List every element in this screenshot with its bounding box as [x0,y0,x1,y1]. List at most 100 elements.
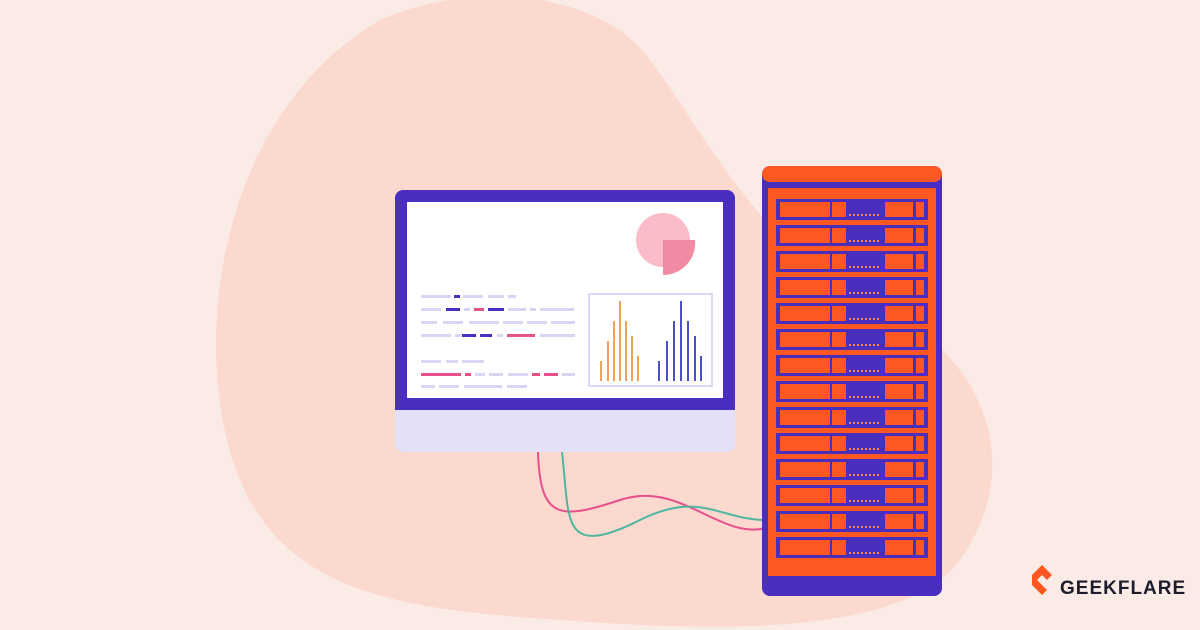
drive [780,436,830,451]
drive [916,358,924,373]
server-top [762,166,942,182]
text-line [551,321,575,324]
drive [832,540,846,555]
text-line [508,308,526,311]
drive [780,514,830,529]
drive [780,306,830,321]
drive [780,410,830,425]
drive [916,540,924,555]
drive [885,540,913,555]
drive [885,306,913,321]
text-line [480,334,492,337]
text-line [507,334,535,337]
drive [832,488,846,503]
deco-bar [658,361,660,381]
drive [780,384,830,399]
drive [916,462,924,477]
text-line [540,334,575,337]
deco-bar [694,336,696,381]
drive [885,436,913,451]
text-line [503,321,523,324]
deco-bar [687,321,689,381]
drive [916,306,924,321]
drive [832,436,846,451]
text-line [497,334,503,337]
pie-slice [663,240,696,276]
text-line [469,321,499,324]
text-line [507,385,527,388]
text-line [439,385,459,388]
cable [561,451,767,537]
text-line [475,373,485,376]
text-line [488,295,504,298]
text-line [446,308,460,311]
text-line [462,360,484,363]
cable [537,451,767,531]
text-line [474,308,484,311]
drive [832,358,846,373]
drive [885,384,913,399]
drive [916,436,924,451]
deco-bar [619,301,621,381]
text-line [508,373,528,376]
text-line [463,295,483,298]
drive [885,462,913,477]
drive [780,462,830,477]
text-line [465,373,471,376]
text-line [544,373,558,376]
drive [780,254,830,269]
text-line [464,385,502,388]
drive [916,488,924,503]
deco-bar [607,341,609,381]
text-line [443,321,463,324]
text-line [508,295,516,298]
drive [916,202,924,217]
drive [832,306,846,321]
deco-bar [600,361,602,381]
drive [780,228,830,243]
drive [832,514,846,529]
text-line [421,334,451,337]
text-line [421,385,435,388]
text-line [455,334,461,337]
drive [885,280,913,295]
text-line [454,295,460,298]
text-line [421,373,461,376]
drive [916,410,924,425]
text-line [421,308,441,311]
text-line [527,321,547,324]
drive [885,514,913,529]
logo-mark [1032,565,1052,595]
drive [885,228,913,243]
drive [885,358,913,373]
drive [832,228,846,243]
drive [780,202,830,217]
deco-bar [680,301,682,381]
text-line [488,308,504,311]
drive [885,410,913,425]
drive [780,332,830,347]
deco-bar [625,321,627,381]
drive [780,358,830,373]
monitor-chin [395,410,735,452]
deco-bar [613,321,615,381]
text-line [462,334,476,337]
drive [780,540,830,555]
deco-bar [631,336,633,381]
deco-bar [700,356,702,381]
text-line [421,295,451,298]
text-line [421,360,441,363]
drive [780,488,830,503]
drive [916,280,924,295]
drive [885,332,913,347]
monitor-chin-top [395,410,735,420]
drive [832,384,846,399]
text-line [540,308,574,311]
text-line [446,360,458,363]
text-line [530,308,536,311]
deco-bar [637,356,639,381]
drive [885,254,913,269]
drive [832,280,846,295]
